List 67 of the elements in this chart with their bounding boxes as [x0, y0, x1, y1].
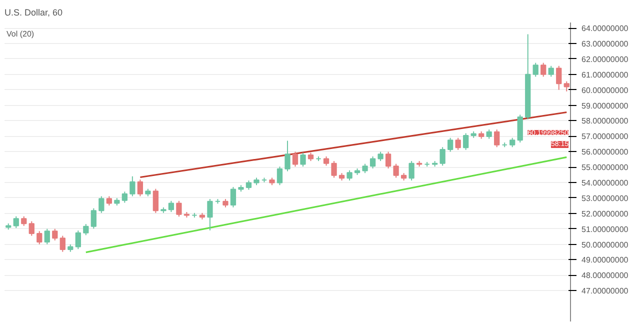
- chart-title: U.S. Dollar, 60: [4, 8, 63, 18]
- annotation: Vol (20): [6, 30, 34, 38]
- candlestick: [137, 179, 144, 197]
- candlestick: [540, 62, 546, 78]
- y-tick-label: 63.00000000: [582, 40, 629, 49]
- candlestick: [152, 188, 159, 214]
- candlestick: [362, 163, 368, 174]
- y-tick-label: 52.00000000: [582, 209, 629, 218]
- candlestick: [370, 156, 376, 169]
- candlestick: [556, 65, 562, 90]
- candlestick: [98, 196, 104, 214]
- candlestick: [300, 152, 306, 168]
- candlestick: [463, 132, 469, 150]
- y-tick-label: 53.00000000: [582, 194, 629, 203]
- candlestick: [13, 216, 19, 229]
- candlestick: [532, 62, 538, 78]
- candlestick: [176, 200, 182, 218]
- candlestick: [378, 151, 384, 162]
- y-tick-label: 57.00000000: [582, 132, 629, 142]
- candlestick: [494, 129, 500, 148]
- candlestick: [447, 137, 454, 152]
- candlestick: [393, 163, 399, 178]
- candlestick: [517, 114, 523, 143]
- candlestick: [331, 160, 337, 178]
- candlestick: [75, 230, 81, 250]
- candlestick: [323, 156, 330, 166]
- y-tick-label: 55.00000000: [582, 163, 629, 172]
- candlestick: [510, 137, 516, 148]
- y-tick-label: 48.00000000: [582, 271, 629, 280]
- candlestick: [292, 151, 298, 168]
- y-tick-label: 51.00000000: [582, 224, 629, 234]
- y-tick-label: 47.00000000: [582, 286, 629, 296]
- candlestick: [230, 186, 236, 208]
- candlestick: [52, 228, 58, 241]
- y-tick-label: 54.00000000: [582, 178, 629, 188]
- y-tick-label: 50.00000000: [582, 240, 629, 250]
- candlestick: [440, 146, 446, 166]
- candlestick: [246, 180, 252, 190]
- candlestick: [486, 129, 492, 140]
- candlestick: [83, 224, 89, 236]
- candlestick: [385, 151, 392, 169]
- candlestick: [90, 208, 96, 230]
- y-tick-label: 49.00000000: [582, 256, 629, 265]
- candlestick: [284, 140, 290, 172]
- y-tick-label: 64.00000000: [582, 24, 629, 34]
- candlestick: [21, 216, 27, 226]
- candlestick: [168, 200, 174, 212]
- candlestick: [36, 230, 42, 245]
- candlestick: [455, 137, 461, 150]
- y-tick-label: 59.00000000: [582, 101, 629, 110]
- candlestick: [44, 228, 50, 245]
- candlestick: [106, 196, 112, 206]
- y-tick-label: 58.00000000: [582, 116, 629, 126]
- candlestick: [408, 160, 414, 181]
- candlestick: [564, 80, 570, 92]
- candlestick: [548, 65, 554, 78]
- candlestick: [60, 235, 66, 252]
- candlestick: [28, 220, 34, 236]
- y-tick-label: 61.00000000: [582, 70, 629, 80]
- candlestick: [276, 166, 283, 186]
- y-tick-label: 56.00000000: [582, 148, 629, 157]
- candlestick: [130, 176, 136, 197]
- candlestick: [207, 198, 213, 231]
- candlestick: [122, 191, 128, 204]
- y-tick-label: 60.00000000: [582, 86, 629, 95]
- candlestick: [346, 170, 352, 181]
- y-tick-label: 62.00000000: [582, 54, 629, 64]
